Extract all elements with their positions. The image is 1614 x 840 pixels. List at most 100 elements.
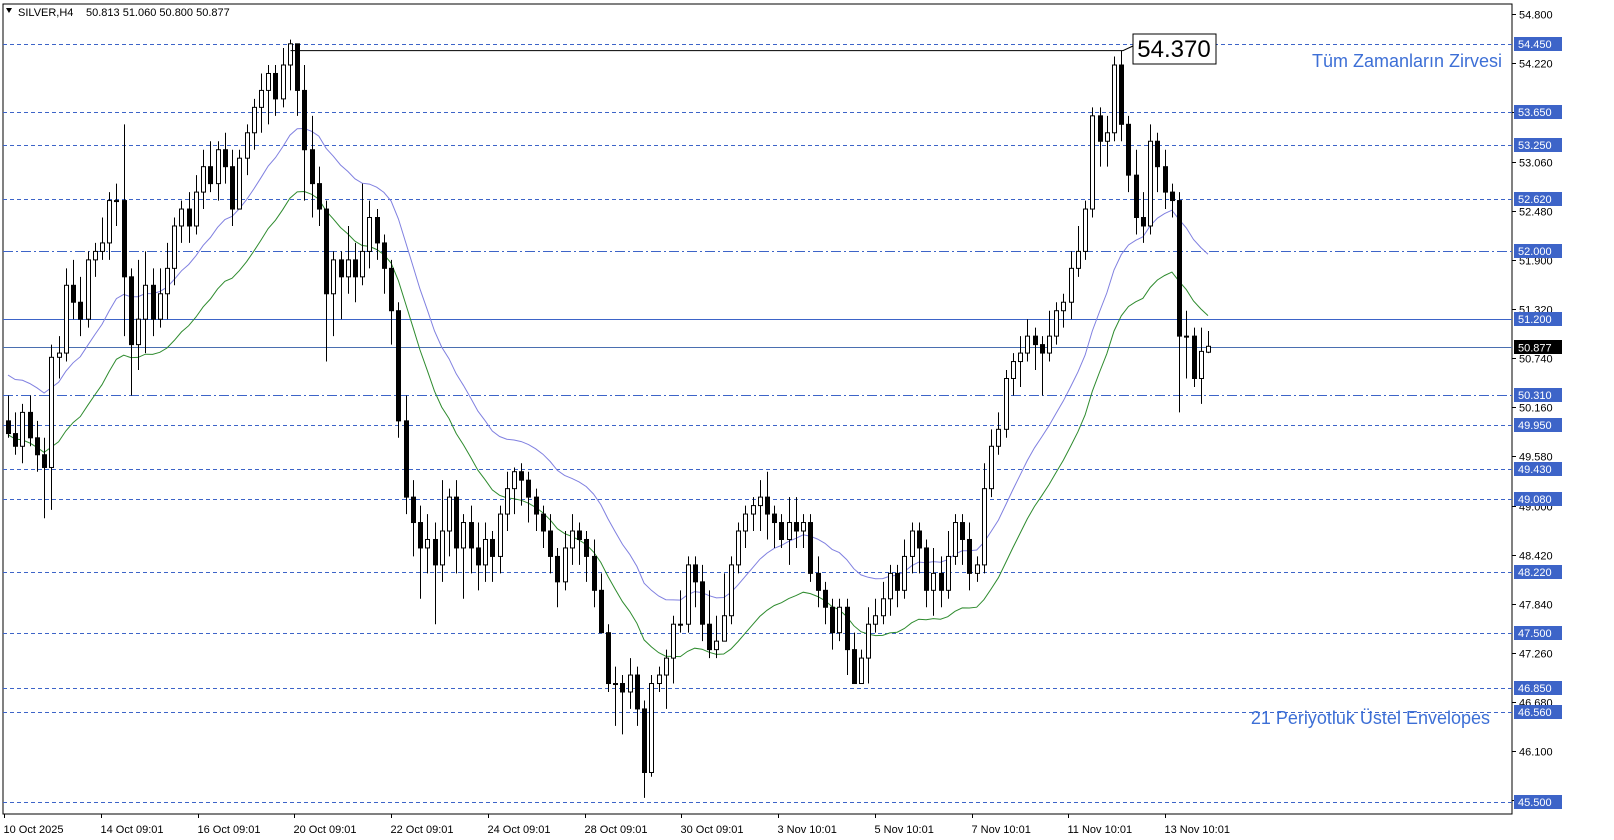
y-tick-label: 46.100 (1519, 747, 1553, 759)
candle-bull (996, 428, 1001, 447)
candle-bull (86, 259, 91, 320)
candle-bull (1004, 377, 1009, 430)
level-tag (1514, 492, 1562, 506)
candle-bear (418, 522, 423, 549)
candle-bear (707, 623, 712, 651)
candle-bear (642, 708, 647, 773)
y-tick-label: 52.480 (1519, 207, 1553, 219)
x-tick-label: 16 Oct 09:01 (198, 824, 261, 836)
level-tag-label: 46.850 (1518, 683, 1552, 695)
candle-bear (1040, 344, 1045, 354)
candle-bull (1054, 310, 1059, 337)
candle-bull (512, 471, 517, 490)
y-axis: 54.80054.22053.64053.06052.48051.90051.3… (1512, 10, 1562, 809)
level-tag-label: 52.000 (1518, 246, 1552, 258)
candle-bear (620, 683, 625, 693)
candle-bull (1184, 335, 1189, 338)
peak-callout: 54.370 (290, 33, 1217, 65)
candle-bull (873, 615, 878, 625)
level-tag (1514, 312, 1562, 326)
candle-bull (989, 445, 994, 490)
candle-bull (100, 242, 105, 252)
candle-bear (816, 572, 821, 591)
current-price-tag (1514, 340, 1562, 354)
all-time-high-annotation: Tüm Zamanların Zirvesi (1312, 51, 1502, 71)
candle-bear (454, 496, 459, 549)
candle-bear (469, 522, 474, 549)
candle-bull (107, 200, 112, 244)
candle-bear (967, 538, 972, 574)
candle-bull (266, 72, 271, 91)
candle-bull (888, 572, 893, 600)
candle-bull (931, 572, 936, 591)
candle-bear (389, 267, 394, 312)
y-tick-label: 54.800 (1519, 10, 1553, 22)
candle-bear (519, 471, 524, 481)
candle-bear (208, 166, 213, 185)
candle-bull (1105, 132, 1110, 142)
level-tag (1514, 626, 1562, 640)
candle-bull (194, 191, 199, 227)
level-tag-label: 54.450 (1518, 39, 1552, 51)
level-tag-label: 48.220 (1518, 567, 1552, 579)
candle-bull (245, 132, 250, 159)
candle-bull (628, 674, 633, 693)
candle-bear (353, 259, 358, 278)
current-price-label: 50.877 (1518, 343, 1552, 355)
candle-bear (1192, 335, 1197, 379)
level-tag (1514, 105, 1562, 119)
y-tick-label: 50.160 (1519, 403, 1553, 415)
level-tag-label: 49.950 (1518, 420, 1552, 432)
level-tag-label: 49.080 (1518, 494, 1552, 506)
candle-bull (837, 606, 842, 634)
candle-bull (179, 208, 184, 227)
candle-bear (295, 43, 300, 91)
level-tag (1514, 681, 1562, 695)
candle-bear (317, 183, 322, 210)
peak-label: 54.370 (1137, 36, 1210, 63)
candle-bull (664, 657, 669, 676)
candle-bear (273, 72, 278, 100)
candle-bull (57, 352, 62, 358)
candle-bear (404, 420, 409, 498)
candle-bear (541, 513, 546, 532)
candle-bull (982, 488, 987, 566)
candle-bear (693, 564, 698, 583)
candle-bull (1148, 140, 1153, 227)
candle-bull (1061, 301, 1066, 312)
candle-bull (367, 217, 372, 252)
candle-bull (866, 623, 871, 659)
candle-bear (765, 496, 770, 515)
candle-bear (779, 522, 784, 540)
level-tag (1514, 795, 1562, 809)
candle-bear (375, 217, 380, 244)
candle-bear (1033, 335, 1038, 346)
candle-bear (310, 149, 315, 185)
x-tick-label: 14 Oct 09:01 (101, 824, 164, 836)
level-tag (1514, 138, 1562, 152)
candle-bear (823, 589, 828, 608)
candle-bull (570, 530, 575, 549)
candle-bull (425, 538, 430, 549)
candle-bear (808, 522, 813, 574)
candle-bear (339, 259, 344, 278)
chevron-down-icon[interactable] (6, 8, 12, 13)
candle-bull (158, 293, 163, 320)
candle-bull (1090, 115, 1095, 210)
candle-bear (1163, 166, 1168, 193)
y-tick-label: 47.840 (1519, 600, 1553, 612)
y-tick-label: 48.420 (1519, 551, 1553, 563)
candle-bull (859, 657, 864, 685)
y-tick-label: 50.740 (1519, 354, 1553, 366)
x-tick-label: 10 Oct 2025 (4, 824, 64, 836)
candle-bear (490, 538, 495, 557)
candle-bull (281, 64, 286, 100)
candle-bear (302, 89, 307, 151)
level-tag (1514, 705, 1562, 719)
candle-bear (577, 530, 582, 540)
level-tag-label: 52.620 (1518, 194, 1552, 206)
candle-bear (6, 420, 11, 435)
envelope-upper-line (7, 127, 1209, 601)
level-tag-label: 50.310 (1518, 390, 1552, 402)
candle-bear (1098, 115, 1103, 142)
